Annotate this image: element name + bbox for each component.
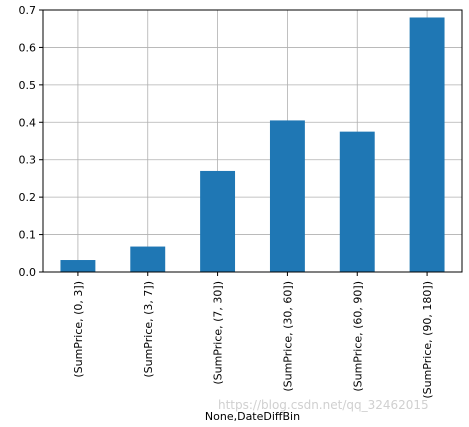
y-tick-label: 0.0 xyxy=(19,266,37,279)
x-tick-label: (SumPrice, (30, 60]) xyxy=(281,281,294,392)
bar xyxy=(269,120,305,273)
bar xyxy=(60,260,96,272)
bar xyxy=(409,17,445,272)
x-tick-label: (SumPrice, (0, 3]) xyxy=(72,281,85,378)
y-tick-label: 0.7 xyxy=(19,4,37,17)
x-tick-label: (SumPrice, (3, 7]) xyxy=(142,281,155,378)
x-tick-label: (SumPrice, (60, 90]) xyxy=(351,281,364,392)
y-tick-label: 0.2 xyxy=(19,191,37,204)
y-tick-label: 0.6 xyxy=(19,41,37,54)
bar-series xyxy=(60,17,445,273)
y-tick-label: 0.3 xyxy=(19,154,37,167)
y-tick-label: 0.4 xyxy=(19,116,37,129)
plot-frame xyxy=(42,9,463,273)
bar xyxy=(339,131,375,272)
y-tick-label: 0.5 xyxy=(19,79,37,92)
y-tick-label: 0.1 xyxy=(19,229,37,242)
x-axis-title: None,DateDiffBin xyxy=(205,410,300,423)
x-tick-label: (SumPrice, (7, 30]) xyxy=(212,281,225,385)
x-tick-label: (SumPrice, (90, 180]) xyxy=(421,281,434,399)
watermark: https://blog.csdn.net/qq_32462015 xyxy=(218,398,429,412)
bar xyxy=(130,246,166,272)
y-axis: 0.0 0.1 0.2 0.3 0.4 0.5 0.6 0.7 xyxy=(19,4,43,279)
x-axis: (SumPrice, (0, 3]) (SumPrice, (3, 7]) (Sum… xyxy=(72,272,434,399)
bar xyxy=(200,170,236,272)
grid xyxy=(43,9,462,273)
